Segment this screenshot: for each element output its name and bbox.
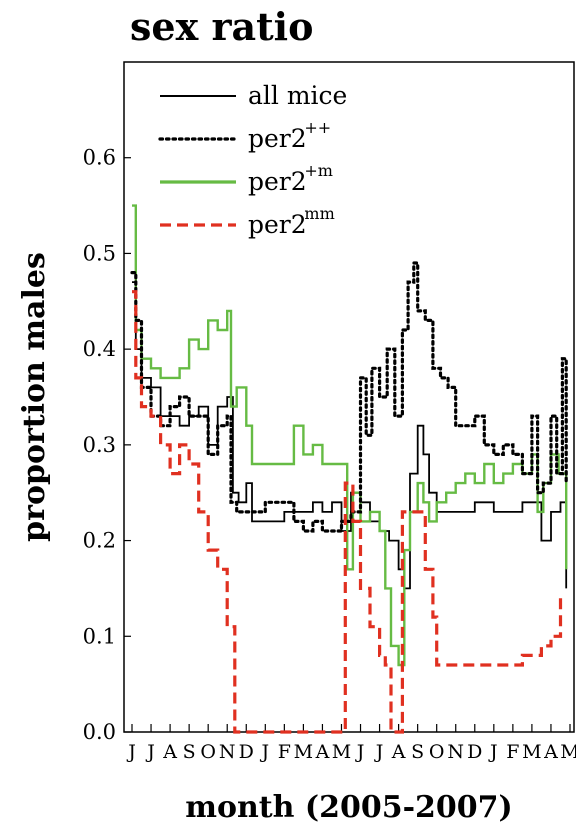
series-line-3 — [132, 290, 567, 734]
x-tick-label: O — [200, 741, 216, 763]
legend-superscript: ++ — [304, 118, 331, 137]
y-tick-label: 0.6 — [83, 146, 116, 170]
x-tick-label: S — [183, 741, 196, 763]
legend-label: all mice — [248, 81, 347, 110]
x-tick-label: J — [355, 741, 365, 763]
y-tick-label: 0.4 — [83, 337, 116, 361]
x-tick-label: M — [522, 741, 541, 763]
legend-superscript: mm — [304, 204, 334, 223]
x-tick-label: J — [374, 741, 384, 763]
y-tick-label: 0.0 — [83, 720, 116, 744]
x-tick-label: A — [162, 741, 177, 763]
x-tick-label: A — [391, 741, 406, 763]
y-tick-label: 0.5 — [83, 241, 116, 265]
x-tick-label: F — [506, 741, 519, 763]
x-tick-label: O — [429, 741, 445, 763]
x-tick-label: J — [259, 741, 269, 763]
x-tick-label: D — [467, 741, 482, 763]
x-tick-label: F — [278, 741, 291, 763]
x-tick-label: A — [315, 741, 330, 763]
x-tick-label: J — [126, 741, 136, 763]
x-tick-label: N — [219, 741, 236, 763]
legend-label: per2 — [248, 210, 307, 239]
x-tick-label: N — [447, 741, 464, 763]
x-tick-label: A — [543, 741, 558, 763]
x-tick-label: J — [488, 741, 498, 763]
x-tick-label: S — [411, 741, 424, 763]
y-tick-label: 0.3 — [83, 433, 116, 457]
series-line-2 — [132, 204, 568, 667]
series-layer — [130, 204, 568, 734]
y-tick-label: 0.1 — [83, 624, 116, 648]
series-line-0 — [132, 281, 568, 590]
x-axis-title: month (2005-2007) — [185, 790, 513, 825]
y-tick-label: 0.2 — [83, 529, 116, 553]
series-line-1 — [130, 261, 568, 533]
x-tick-label: M — [560, 741, 576, 763]
x-tick-label: D — [239, 741, 254, 763]
plot-frame — [123, 61, 575, 733]
x-tick-label: M — [294, 741, 313, 763]
legend-label: per2 — [248, 167, 307, 196]
y-axis: 0.0 0.1 0.2 0.3 0.4 0.5 0.6 — [83, 146, 131, 744]
legend-label: per2 — [248, 124, 307, 153]
chart-title: sex ratio — [130, 4, 313, 49]
y-axis-title: proportion males — [17, 252, 52, 542]
x-tick-label: J — [145, 741, 155, 763]
x-tick-label: M — [332, 741, 351, 763]
legend-superscript: +m — [304, 161, 333, 180]
